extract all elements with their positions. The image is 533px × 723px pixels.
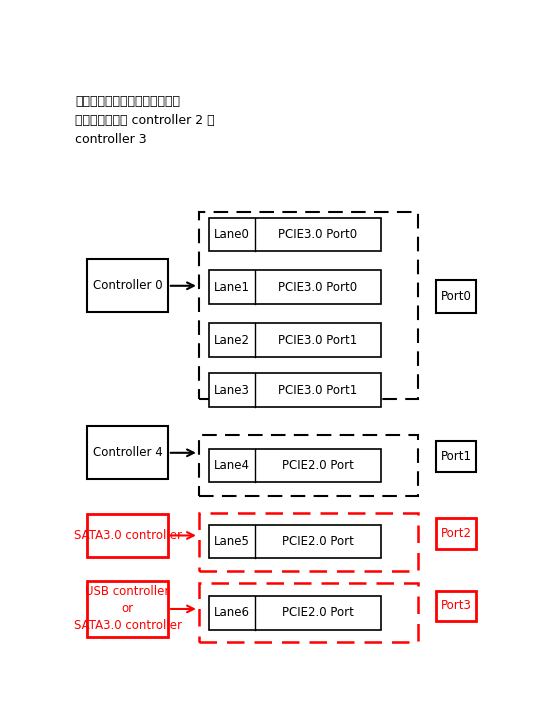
Bar	[199, 212, 418, 398]
Bar	[209, 218, 381, 251]
Text: Port2: Port2	[440, 527, 472, 540]
Bar	[209, 525, 381, 558]
Text: USB controller
or
SATA3.0 controller: USB controller or SATA3.0 controller	[74, 586, 182, 633]
Text: Port3: Port3	[440, 599, 471, 612]
Text: Lane2: Lane2	[214, 333, 251, 346]
Bar	[87, 427, 168, 479]
Text: Controller 4: Controller 4	[93, 446, 163, 459]
Bar	[87, 581, 168, 637]
Bar	[87, 260, 168, 312]
Bar	[209, 270, 381, 304]
Text: Lane3: Lane3	[214, 384, 250, 397]
Bar	[209, 374, 381, 407]
Text: Lane6: Lane6	[214, 607, 251, 620]
Text: PCIE3.0 Port0: PCIE3.0 Port0	[278, 281, 358, 294]
Text: PCIE2.0 Port: PCIE2.0 Port	[282, 607, 354, 620]
Text: PCIE2.0 Port: PCIE2.0 Port	[282, 535, 354, 548]
Text: PCIE3.0 Port0: PCIE3.0 Port0	[278, 228, 358, 241]
Bar	[437, 441, 475, 472]
Bar	[209, 448, 381, 482]
Text: SATA3.0 controller: SATA3.0 controller	[74, 529, 182, 542]
Text: Controller 0: Controller 0	[93, 279, 163, 292]
Bar	[209, 596, 381, 630]
Text: PCIE3.0 Port1: PCIE3.0 Port1	[278, 384, 358, 397]
Text: PCIE2.0 Port: PCIE2.0 Port	[282, 459, 354, 472]
Bar	[209, 323, 381, 356]
Text: 那么回过头来，看第一种情况，
我们也可以不接 controller 2 和
controller 3: 那么回过头来，看第一种情况， 我们也可以不接 controller 2 和 co…	[75, 95, 214, 146]
Text: Lane0: Lane0	[214, 228, 250, 241]
Text: Lane4: Lane4	[214, 459, 251, 472]
Text: Lane5: Lane5	[214, 535, 250, 548]
Bar	[437, 591, 475, 621]
Bar	[199, 513, 418, 571]
Bar	[199, 435, 418, 496]
Bar	[437, 281, 475, 313]
Text: PCIE3.0 Port1: PCIE3.0 Port1	[278, 333, 358, 346]
Text: Lane1: Lane1	[214, 281, 251, 294]
Bar	[437, 518, 475, 549]
Text: Port0: Port0	[440, 290, 471, 303]
Bar	[87, 514, 168, 557]
Bar	[199, 583, 418, 642]
Text: Port1: Port1	[440, 450, 472, 463]
